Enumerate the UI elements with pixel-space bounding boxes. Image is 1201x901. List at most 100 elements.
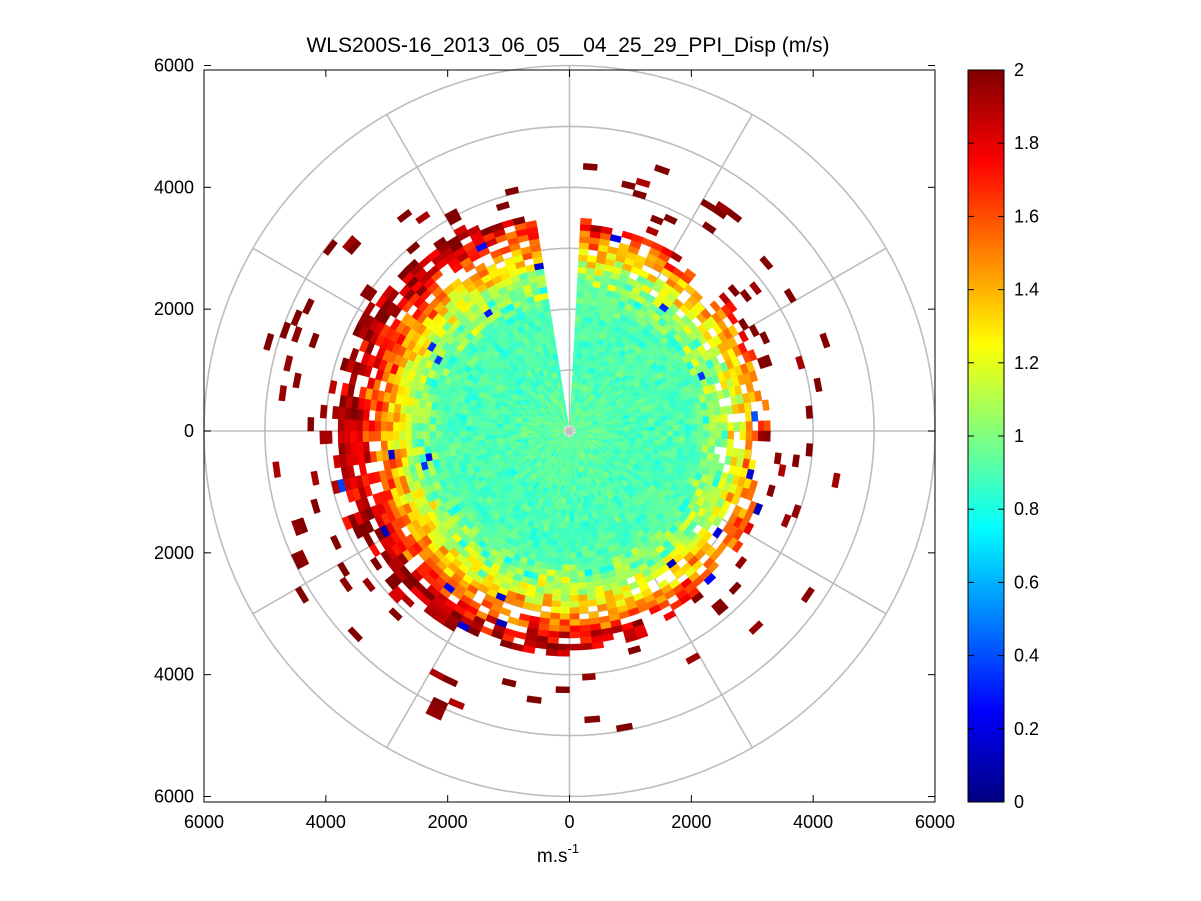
velocity-cell <box>423 415 431 424</box>
velocity-cell <box>654 421 661 427</box>
velocity-cell <box>272 461 281 478</box>
velocity-cell <box>532 430 540 434</box>
velocity-cell <box>569 594 579 602</box>
velocity-cell <box>453 430 461 438</box>
colorbar-tick-label: 0.4 <box>1014 646 1039 666</box>
x-tick-label: 6000 <box>915 812 955 832</box>
velocity-cell <box>763 420 771 432</box>
velocity-cell <box>534 641 548 650</box>
velocity-cell <box>671 413 679 421</box>
velocity-cell <box>721 422 729 432</box>
velocity-cell <box>490 434 498 440</box>
velocity-cell <box>683 442 691 451</box>
velocity-cell <box>441 437 449 445</box>
velocity-cell <box>332 405 340 420</box>
velocity-cell <box>728 581 742 595</box>
y-tick-label: 0 <box>184 421 194 441</box>
velocity-cell <box>714 438 722 448</box>
velocity-cell <box>591 641 605 650</box>
velocity-cell <box>579 618 591 626</box>
velocity-cell <box>380 440 389 451</box>
velocity-cell <box>574 527 581 535</box>
velocity-cell <box>648 604 662 615</box>
velocity-cell <box>653 416 661 423</box>
velocity-cell <box>709 430 716 439</box>
velocity-cell <box>584 715 601 724</box>
velocity-cell <box>576 284 586 292</box>
velocity-cell <box>757 430 765 442</box>
velocity-cell <box>490 426 497 432</box>
velocity-cell <box>490 430 497 436</box>
velocity-cell <box>800 586 815 604</box>
velocity-cell <box>512 216 526 226</box>
velocity-cell <box>569 540 576 547</box>
velocity-cell <box>576 290 585 298</box>
velocity-cell <box>791 504 802 519</box>
velocity-cell <box>558 631 570 639</box>
velocity-cell <box>763 430 771 442</box>
velocity-cell <box>750 411 759 422</box>
velocity-cell <box>411 414 419 424</box>
velocity-cell <box>580 217 593 226</box>
velocity-cell <box>454 412 462 420</box>
plot-area: 6000 4000 2000 0 2000 4000 6000 6000 4000 2000 0 2… <box>154 56 955 833</box>
velocity-cell <box>629 423 637 429</box>
velocity-cell <box>576 570 586 578</box>
velocity-cell <box>678 436 686 444</box>
velocity-cell <box>745 421 753 432</box>
velocity-cell <box>666 425 674 432</box>
velocity-cell <box>714 414 722 424</box>
velocity-cell <box>569 643 582 651</box>
x-axis-label-exponent: -1 <box>568 841 580 856</box>
x-tick-label: 2000 <box>428 812 468 832</box>
velocity-cell <box>560 594 570 602</box>
velocity-cell <box>720 438 728 448</box>
velocity-cell <box>576 564 585 572</box>
velocity-cell <box>551 346 558 354</box>
velocity-cell <box>423 430 430 439</box>
velocity-cell <box>435 444 444 453</box>
velocity-cell <box>386 430 394 441</box>
velocity-cell <box>557 533 565 541</box>
velocity-cell <box>578 254 589 262</box>
velocity-cell <box>689 410 697 419</box>
y-tick-label: 6000 <box>154 787 194 807</box>
velocity-cell <box>502 427 509 432</box>
velocity-cell <box>478 439 486 446</box>
velocity-cell <box>423 423 430 432</box>
velocity-cell <box>696 423 704 432</box>
velocity-cell <box>380 411 389 422</box>
velocity-cell <box>502 433 510 439</box>
velocity-cell <box>459 430 467 437</box>
velocity-cell <box>690 424 698 432</box>
velocity-cell <box>410 430 418 440</box>
velocity-cell <box>569 497 574 505</box>
velocity-cell <box>501 677 517 688</box>
velocity-cell <box>578 600 589 608</box>
velocity-cell <box>663 610 677 622</box>
velocity-cell <box>466 440 474 448</box>
velocity-cell <box>514 433 522 437</box>
velocity-cell <box>677 442 685 450</box>
velocity-cell <box>574 315 582 323</box>
velocity-cell <box>337 418 345 432</box>
velocity-cell <box>526 695 542 704</box>
velocity-cell <box>411 438 419 448</box>
velocity-cell <box>344 407 352 420</box>
velocity-cell <box>726 208 743 223</box>
velocity-cell <box>578 514 585 523</box>
velocity-cell <box>404 430 412 440</box>
velocity-cell <box>569 588 579 596</box>
velocity-cell <box>362 409 370 421</box>
velocity-cell <box>484 434 491 441</box>
velocity-cell <box>569 491 574 499</box>
velocity-cell <box>362 430 370 443</box>
velocity-cell <box>712 526 724 539</box>
velocity-cell <box>660 425 668 432</box>
velocity-cell <box>556 545 564 553</box>
velocity-cell <box>582 673 596 681</box>
velocity-cell <box>569 546 577 554</box>
velocity-cell <box>332 454 342 469</box>
velocity-cell <box>504 186 520 196</box>
velocity-cell <box>577 260 588 268</box>
